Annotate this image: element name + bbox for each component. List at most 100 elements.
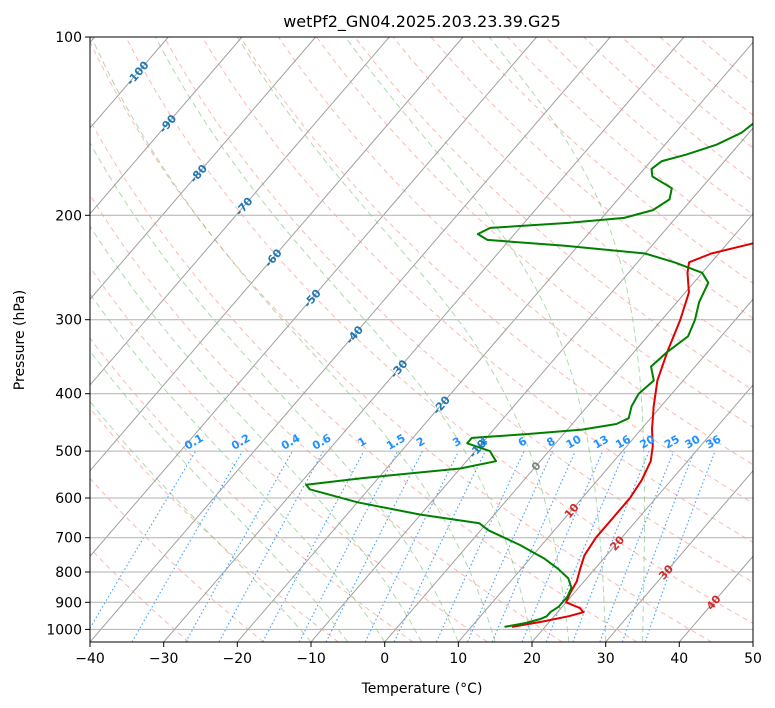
mixing-ratio-label: 1 [356, 435, 369, 450]
mixing-ratio-label: 13 [591, 433, 611, 452]
isotherm [90, 37, 611, 642]
x-tick-label: −30 [149, 651, 179, 667]
y-tick-label: 800 [55, 565, 82, 581]
mixing-ratio-label: 1.5 [384, 432, 407, 453]
mixing-ratio-line [572, 450, 650, 642]
y-tick-label: 1000 [46, 622, 82, 638]
x-tick-label: 10 [449, 651, 467, 667]
y-tick-label: 900 [55, 595, 82, 611]
dry-adiabat [468, 37, 753, 284]
mixing-ratio-label: 36 [703, 432, 723, 451]
dry-adiabat [90, 266, 488, 642]
mixing-ratio-label: 0.2 [229, 432, 252, 453]
x-tick-label: 0 [380, 651, 389, 667]
isotherm [236, 41, 753, 642]
profile-lines [305, 122, 753, 628]
isotherm [90, 37, 390, 386]
y-tick-label: 600 [55, 491, 82, 507]
mixing-ratio-label: 6 [516, 434, 529, 449]
mixing-ratio-label: 3 [450, 435, 463, 450]
moist-adiabat [488, 37, 646, 642]
isotherm-label: -100 [124, 58, 152, 88]
moist-adiabat [91, 37, 496, 642]
dry-adiabat [697, 37, 753, 84]
dry-adiabat [239, 37, 753, 504]
moist-adiabat [90, 350, 349, 642]
y-tick-label: 400 [55, 387, 82, 403]
x-tick-label: 40 [670, 651, 688, 667]
dry-adiabat [125, 37, 753, 624]
mixing-ratio-line [185, 450, 293, 642]
y-tick-label: 300 [55, 313, 82, 329]
moist-adiabat [90, 293, 386, 642]
mixing-ratio-line [218, 450, 324, 642]
isotherm [163, 37, 685, 642]
dry-adiabat [430, 37, 753, 319]
mixing-ratio-line [466, 450, 554, 642]
dry-adiabat [545, 37, 753, 216]
mixing-ratio-label: 16 [613, 432, 633, 451]
isotherm [90, 37, 464, 472]
mixing-ratio-line [491, 450, 576, 642]
isotherm [457, 298, 753, 642]
isotherm [384, 212, 753, 642]
mixing-ratio-label: 20 [637, 432, 657, 451]
y-tick-label: 200 [55, 208, 82, 224]
mixing-ratio-line [364, 450, 460, 642]
x-tick-label: −20 [223, 651, 253, 667]
x-tick-label: 50 [744, 651, 762, 667]
x-axis-title: Temperature (°C) [361, 681, 483, 697]
dry-adiabat [201, 37, 753, 543]
mixing-ratio-line [521, 450, 604, 642]
dry-adiabat [392, 37, 753, 355]
mixing-ratio-label: 30 [683, 432, 703, 451]
mixing-ratio-label: 2 [414, 435, 427, 450]
axes: −40 −30 −20 −10 0 10 20 30 40 5010020030040050060… [46, 30, 762, 667]
y-tick-label: 700 [55, 531, 82, 547]
dry-adiabat [507, 37, 753, 250]
isotherm [90, 37, 316, 301]
background-lines [90, 37, 753, 642]
moist-adiabat [237, 37, 570, 642]
dry-adiabat [354, 37, 753, 391]
isotherm [531, 384, 753, 642]
mixing-ratio-line [621, 450, 695, 642]
mixing-ratio-label: 10 [564, 432, 584, 451]
mixing-ratio-line [325, 450, 423, 642]
moist-adiabat [90, 400, 312, 642]
temperature-profile [511, 242, 753, 628]
isotherm [90, 37, 243, 215]
mixing-ratio-label: 8 [544, 435, 557, 450]
x-tick-label: −10 [296, 651, 326, 667]
x-tick-label: −40 [75, 651, 105, 667]
mixing-ratio-label: 0.6 [310, 431, 334, 452]
mixing-ratio-line [599, 450, 675, 642]
dry-adiabat [90, 40, 712, 642]
mixing-ratio-line [262, 450, 365, 642]
y-axis-title: Pressure (hPa) [12, 290, 28, 390]
dry-adiabat [90, 477, 264, 642]
isotherm [605, 469, 753, 642]
x-tick-label: 20 [523, 651, 541, 667]
isotherm [752, 641, 753, 642]
y-tick-label: 100 [55, 30, 82, 46]
isopleth-labels: 0.1 0.2 0.4 0.6 1 1.5 2 3 4 6 8 10 13 16 20 25 30 36-100-… [124, 58, 724, 612]
moist-adiabat [345, 37, 607, 642]
mixing-ratio-label: 25 [662, 433, 682, 452]
mixing-ratio-line [131, 450, 244, 642]
dry-adiabat [90, 407, 339, 642]
dry-adiabat [90, 194, 563, 642]
isotherm [90, 37, 537, 558]
isotherm [310, 127, 753, 642]
dewpoint-profile [305, 122, 753, 628]
moist-adiabat [155, 37, 533, 642]
x-tick-label: 30 [597, 651, 615, 667]
y-tick-label: 500 [55, 444, 82, 460]
moist-adiabat [90, 141, 459, 642]
dry-adiabat [90, 119, 638, 642]
plot-frame [89, 36, 754, 643]
mixing-ratio-line [644, 450, 716, 642]
chart-title: wetPf2_GN04.2025.203.23.39.G25 [283, 12, 561, 32]
mixing-ratio-label: 0.4 [279, 431, 303, 452]
